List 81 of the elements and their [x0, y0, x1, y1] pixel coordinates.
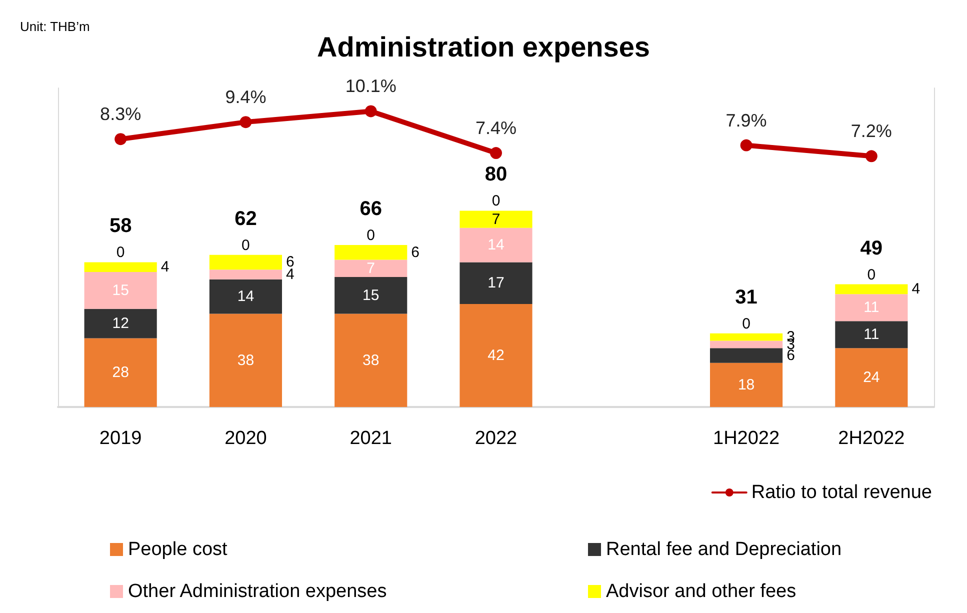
data-label: 38	[237, 352, 254, 369]
data-label: 8.3%	[100, 104, 142, 124]
point	[240, 116, 252, 128]
data-label: 24	[863, 369, 880, 386]
data-label: 0	[867, 266, 876, 284]
x-tick-label: 2021	[350, 428, 392, 449]
data-label: 18	[738, 376, 755, 394]
point	[490, 147, 502, 160]
point	[114, 133, 127, 146]
bar	[334, 276, 408, 314]
bar	[334, 260, 408, 277]
data-label: 14	[488, 236, 504, 254]
data-label: 11	[864, 326, 880, 344]
bar	[460, 262, 532, 304]
data-label: 7	[492, 210, 500, 228]
bar	[84, 262, 157, 272]
legend-label: Other Administration expenses	[128, 581, 387, 602]
legend-label: Rental fee and Depreciation	[606, 539, 842, 560]
legend-label: People cost	[128, 539, 228, 560]
data-label: 9.4%	[225, 87, 266, 108]
data-label: 11	[864, 299, 880, 316]
point	[364, 105, 377, 118]
bar	[710, 348, 783, 363]
bar	[334, 245, 408, 260]
data-label: 0	[742, 315, 750, 332]
text: Unit: THB’m	[20, 19, 90, 34]
bar	[209, 314, 282, 407]
data-label: 17	[488, 274, 504, 292]
bar	[84, 308, 157, 338]
bar	[710, 362, 783, 407]
bar	[460, 210, 532, 228]
chart-title: Administration expenses	[317, 32, 650, 62]
bar	[460, 304, 532, 407]
bar	[835, 321, 908, 348]
total-label: 31	[735, 286, 758, 308]
data-label: 7	[366, 260, 376, 277]
point	[740, 139, 752, 152]
data-label: 15	[112, 282, 129, 299]
data-label: 42	[488, 346, 504, 364]
data-label: 15	[362, 286, 380, 304]
total-label: 66	[360, 198, 382, 220]
x-tick-label: 2H2022	[838, 428, 905, 449]
bar	[710, 333, 783, 341]
bar	[835, 284, 908, 294]
data-label: 38	[362, 352, 380, 369]
bar	[835, 348, 908, 407]
x-tick-label: 2019	[99, 428, 142, 449]
data-label: 12	[112, 315, 129, 332]
x-tick-label: 2020	[224, 428, 267, 449]
data-label: 0	[492, 192, 500, 210]
data-label: 14	[237, 288, 254, 306]
data-label: 0	[242, 236, 250, 254]
data-label: 7.4%	[475, 118, 517, 138]
total-label: 58	[109, 215, 132, 238]
legend-label: Ratio to total revenue	[751, 482, 932, 503]
data-label: 10.1%	[345, 76, 396, 96]
total-label: 62	[234, 208, 257, 230]
bar	[209, 270, 282, 280]
data-label: 0	[366, 227, 376, 244]
data-label: 28	[112, 364, 129, 382]
bar	[209, 279, 282, 314]
x-tick-label: 1H2022	[713, 428, 780, 449]
total-label: 80	[484, 164, 508, 186]
total-label: 49	[860, 237, 883, 260]
bar	[710, 340, 783, 348]
bar	[84, 338, 157, 407]
data-label: 0	[116, 244, 125, 262]
data-label: 7.9%	[726, 110, 767, 130]
bar	[209, 254, 282, 270]
bar	[334, 314, 408, 407]
data-label: 4	[912, 280, 920, 298]
data-label: 6	[411, 244, 420, 261]
data-label: 4	[286, 266, 294, 283]
legend-label: Advisor and other fees	[606, 581, 796, 602]
point	[865, 150, 878, 162]
data-label: 7.2%	[850, 121, 892, 142]
x-tick-label: 2022	[474, 428, 518, 449]
data-label: 4	[160, 258, 170, 276]
bar	[84, 272, 157, 309]
bar	[835, 294, 908, 322]
bar	[460, 228, 532, 262]
